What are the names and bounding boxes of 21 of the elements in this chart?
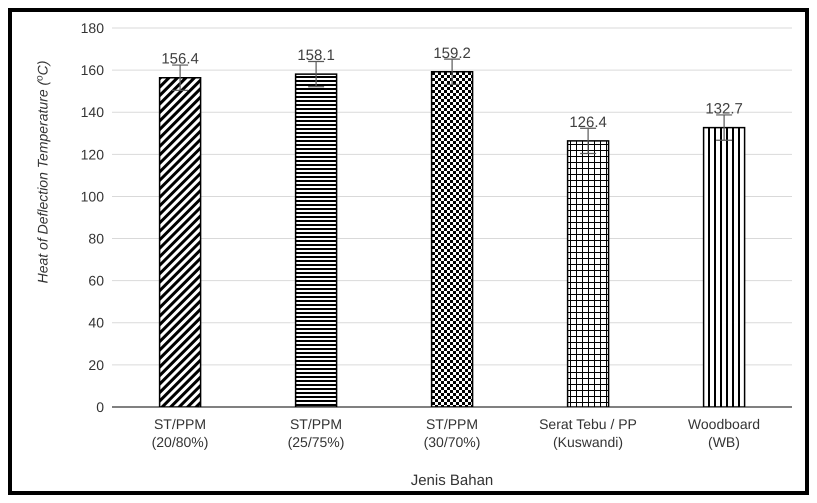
y-tick-label: 120: [80, 146, 104, 162]
y-tick-label: 180: [80, 20, 104, 36]
x-tick-label: ST/PPM (30/70%): [424, 416, 480, 450]
x-tick-label: Serat Tebu / PP (Kuswandi): [539, 416, 637, 450]
y-tick-label: 60: [88, 272, 104, 289]
y-tick-label: 40: [88, 314, 104, 331]
data-label: 159.2: [433, 44, 471, 62]
x-axis-title: Jenis Bahan: [410, 472, 494, 489]
data-label: 126.4: [569, 114, 607, 131]
x-tick-label: Woodboard (WB): [688, 416, 760, 450]
data-label: 156.4: [161, 50, 199, 68]
x-tick-label: ST/PPM (20/80%): [152, 416, 208, 450]
y-tick-label: 160: [80, 62, 104, 78]
y-tick-label: 140: [80, 104, 104, 120]
y-tick-label: 100: [80, 188, 104, 204]
x-tick-label: ST/PPM (25/75%): [288, 416, 344, 450]
data-label: 158.1: [297, 47, 335, 64]
data-label: 132.7: [705, 100, 743, 118]
y-tick-label: 20: [88, 356, 104, 373]
y-tick-label: 0: [96, 398, 104, 415]
y-tick-label: 80: [88, 230, 104, 247]
